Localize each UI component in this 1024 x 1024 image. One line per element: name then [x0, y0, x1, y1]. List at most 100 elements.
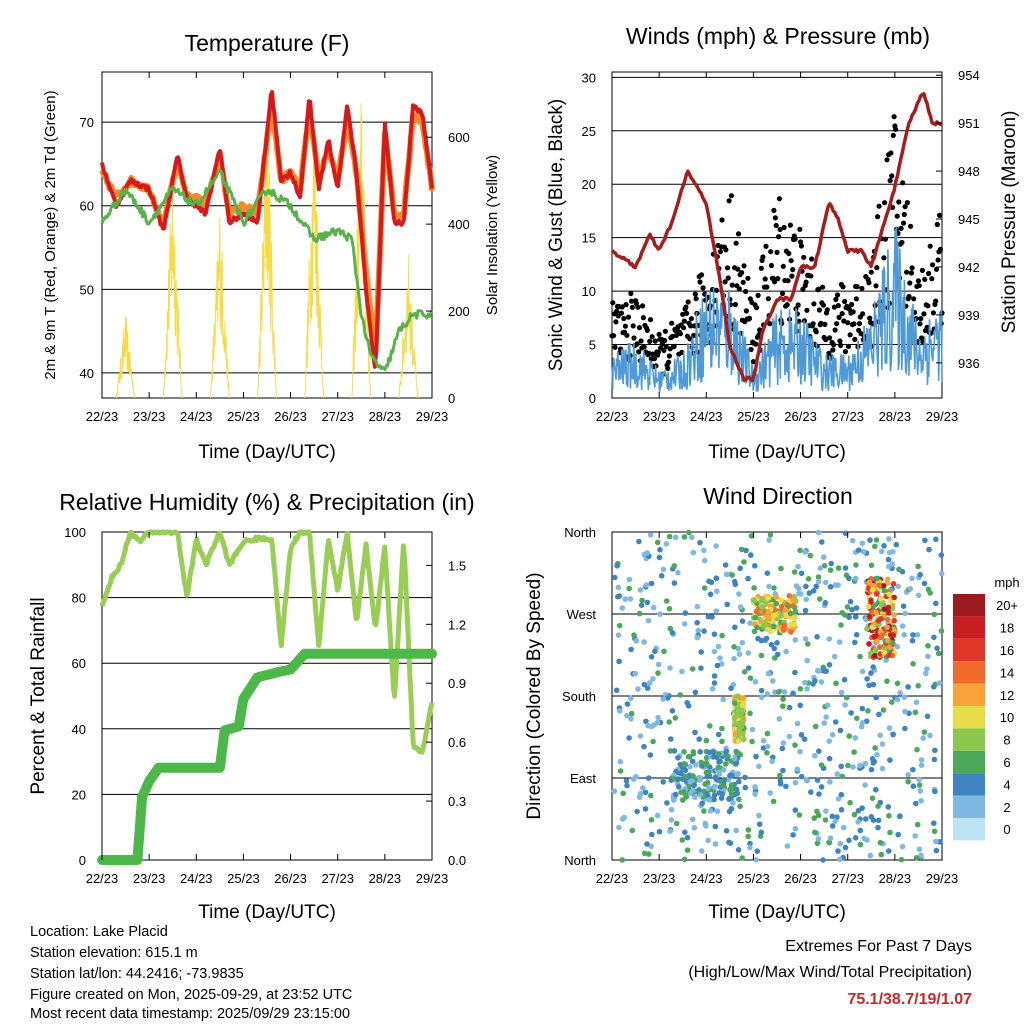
wind-direction-point [689, 666, 696, 672]
wind-direction-point [644, 550, 650, 556]
gust-point [811, 301, 817, 307]
wind-direction-point [770, 678, 776, 684]
gust-point [621, 315, 627, 322]
gust-point [918, 316, 924, 322]
wind-direction-point [890, 549, 896, 555]
gust-point [662, 328, 669, 334]
gust-point [787, 222, 794, 228]
wind-direction-point [715, 643, 722, 650]
gust-point [700, 285, 706, 291]
wind-direction-point [672, 534, 679, 541]
wind-direction-point [836, 639, 843, 645]
wind-direction-point [898, 856, 905, 863]
wind-direction-point [749, 738, 755, 745]
x-tick-label: 28/23 [369, 409, 402, 424]
wind-direction-point [745, 650, 752, 656]
wind-direction-point [878, 851, 885, 858]
wind-direction-point [666, 533, 673, 540]
wind-direction-point [872, 543, 878, 550]
temperature-title: Temperature (F) [185, 30, 350, 56]
wind-direction-point [938, 628, 945, 634]
wind-direction-point [780, 696, 786, 702]
wind-direction-point [835, 565, 842, 571]
wind-direction-point [752, 679, 759, 685]
wind-direction-point [697, 539, 703, 546]
gust-point [887, 178, 893, 184]
wind-direction-point [628, 710, 635, 717]
gust-point [728, 193, 735, 199]
y2-tick-label: 936 [958, 356, 980, 371]
wind-direction-point [642, 789, 649, 796]
wind-direction-point [920, 735, 926, 741]
gust-point [816, 286, 822, 292]
x-tick-label: 22/23 [86, 409, 119, 424]
wind-direction-point [752, 784, 758, 790]
wind-direction-point [736, 726, 743, 732]
gust-point [619, 304, 625, 310]
wind-direction-point [775, 651, 781, 658]
wind-direction-point [698, 759, 704, 766]
wind-direction-point [832, 719, 839, 725]
y-tick-label: 0 [79, 853, 86, 868]
wind-direction-point [655, 661, 662, 668]
wind-direction-point [818, 784, 825, 790]
wind-direction-point [879, 765, 886, 772]
gust-point [867, 315, 873, 321]
wind-direction-point [829, 813, 835, 820]
wind-direction-point [707, 808, 714, 814]
gust-point [683, 304, 689, 310]
wind-direction-point [756, 763, 762, 770]
wind-direction-point [899, 843, 906, 850]
wind-direction-point [818, 679, 825, 685]
wind-direction-point [869, 756, 876, 762]
gust-point [655, 349, 662, 355]
wind-direction-point [873, 609, 879, 616]
wind-direction-point [907, 586, 914, 592]
wind-direction-point [721, 767, 727, 773]
winds-xlabel: Time (Day/UTC) [708, 442, 846, 463]
gust-point [834, 321, 840, 327]
gust-point [873, 283, 879, 289]
wind-direction-point [637, 733, 644, 739]
gust-point [688, 316, 695, 322]
wind-direction-point [838, 807, 845, 813]
colorbar-tick-label: 6 [1003, 755, 1010, 770]
wind-direction-point [885, 652, 892, 659]
wind-direction-point [672, 715, 679, 721]
wind-direction-point [711, 673, 718, 679]
colorbar-cell [953, 728, 985, 751]
wind-direction-point [814, 634, 820, 640]
wind-direction-point [747, 675, 754, 681]
dewpoint-line [100, 168, 434, 372]
wind-direction-point [636, 538, 642, 545]
wind-direction-point [723, 748, 730, 755]
wind-direction-point [853, 631, 860, 638]
wind-direction-point [736, 778, 742, 785]
wind-direction-point [771, 585, 777, 591]
wind-direction-point [933, 847, 940, 854]
gust-point [837, 338, 843, 344]
colorbar-tick-label: 16 [1000, 643, 1014, 658]
wind-direction-point [767, 532, 774, 538]
wind-direction-point [764, 750, 770, 756]
extremes-block: Extremes For Past 7 Days (High/Low/Max W… [688, 938, 972, 1008]
wind-direction-point [715, 731, 722, 738]
x-tick-label: 26/23 [274, 409, 307, 424]
wind-direction-point [752, 563, 758, 569]
gust-point [851, 321, 857, 327]
wind-direction-point [766, 616, 772, 622]
wind-direction-point [879, 741, 886, 747]
gust-point [774, 249, 780, 255]
y2-tick-label: 954 [958, 68, 980, 83]
wind-direction-point [732, 755, 738, 762]
x-tick-label: 27/23 [831, 871, 864, 886]
wind-direction-point [644, 599, 651, 606]
colorbar-tick-label: 0 [1003, 822, 1010, 837]
wind-direction-point [669, 629, 676, 636]
gust-point [830, 347, 836, 353]
wind-direction-point [675, 776, 682, 782]
wind-direction-point [640, 785, 646, 791]
gust-point [669, 333, 676, 339]
info-recent: Most recent data timestamp: 2025/09/29 2… [30, 1006, 350, 1022]
gust-point [797, 226, 803, 232]
